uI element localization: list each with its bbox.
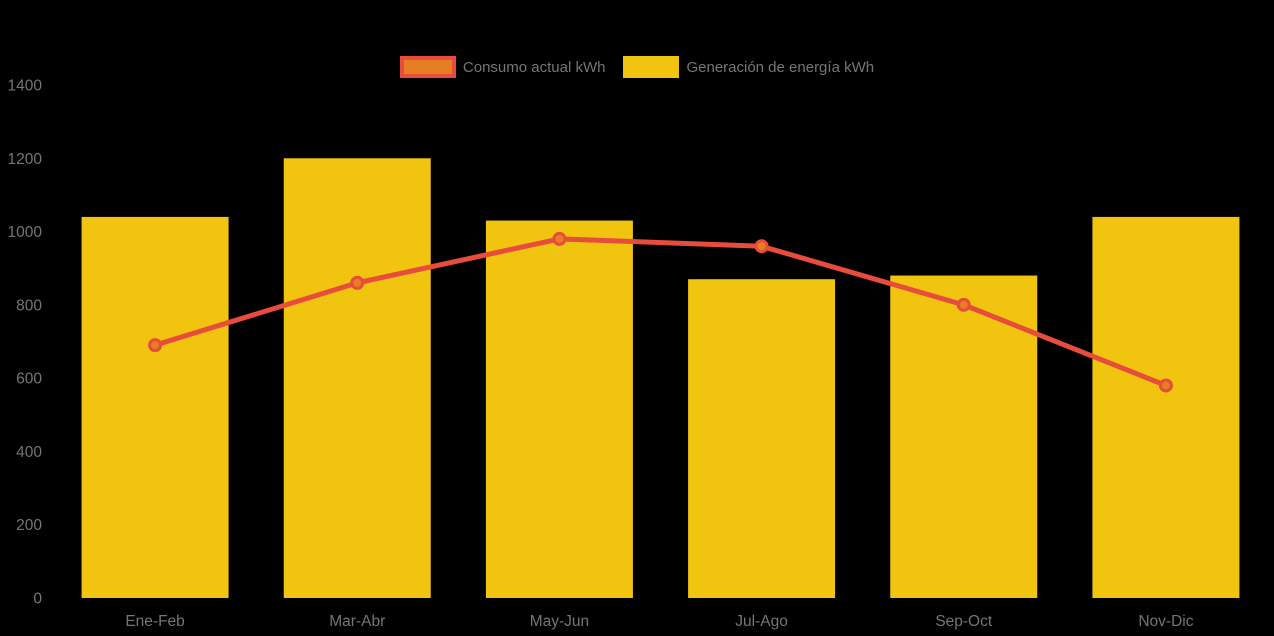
bar-jul-ago[interactable] — [688, 279, 836, 598]
x-tick-label-sep-oct: Sep-Oct — [935, 613, 993, 630]
consumo-line — [152, 236, 1169, 388]
line-point-nov-dic[interactable] — [1158, 378, 1173, 393]
bar-ene-feb[interactable] — [81, 216, 229, 598]
line-point-sep-oct[interactable] — [956, 297, 971, 312]
y-tick-label-600: 600 — [16, 371, 42, 388]
bar-series-generacion — [81, 158, 1240, 599]
bar-nov-dic[interactable] — [1092, 216, 1240, 598]
legend-item-consumo-actual[interactable]: Consumo actual kWh — [399, 56, 606, 78]
bar-sep-oct[interactable] — [890, 275, 1038, 598]
y-tick-label-800: 800 — [16, 297, 42, 314]
legend-swatch-consumo-actual — [399, 56, 456, 78]
x-tick-label-nov-dic: Nov-Dic — [1138, 613, 1193, 630]
x-tick-label-ene-feb: Ene-Feb — [125, 613, 184, 630]
legend: Consumo actual kWh Generación de energía… — [0, 55, 1274, 79]
x-tick-label-mar-abr: Mar-Abr — [329, 613, 385, 630]
bar-may-jun[interactable] — [485, 220, 633, 599]
legend-swatch-generacion-energia — [623, 56, 680, 78]
y-tick-label-200: 200 — [16, 517, 42, 534]
x-tick-label-may-jun: May-Jun — [530, 613, 589, 630]
bar-mar-abr[interactable] — [283, 158, 431, 599]
y-tick-label-1200: 1200 — [8, 151, 43, 168]
line-series-consumo — [148, 231, 1173, 393]
line-point-mar-abr[interactable] — [350, 275, 365, 290]
legend-label-consumo-actual: Consumo actual kWh — [462, 58, 606, 76]
x-tick-label-jul-ago: Jul-Ago — [735, 613, 788, 630]
line-point-ene-feb[interactable] — [148, 338, 163, 353]
y-tick-label-1000: 1000 — [8, 224, 43, 241]
y-tick-label-0: 0 — [33, 591, 42, 608]
legend-label-generacion-energia: Generación de energía kWh — [686, 58, 875, 76]
y-tick-label-400: 400 — [16, 444, 42, 461]
x-axis-tick-labels: Ene-Feb Mar-Abr May-Jun Jul-Ago Sep-Oct Nov-D… — [125, 613, 1193, 630]
y-tick-label-1400: 1400 — [8, 78, 43, 95]
legend-item-generacion-energia[interactable]: Generación de energía kWh — [623, 56, 874, 78]
line-point-jul-ago[interactable] — [754, 239, 769, 254]
y-axis-tick-labels: 0 200 400 600 800 1000 1200 1400 — [8, 78, 43, 608]
line-point-may-jun[interactable] — [552, 231, 567, 246]
